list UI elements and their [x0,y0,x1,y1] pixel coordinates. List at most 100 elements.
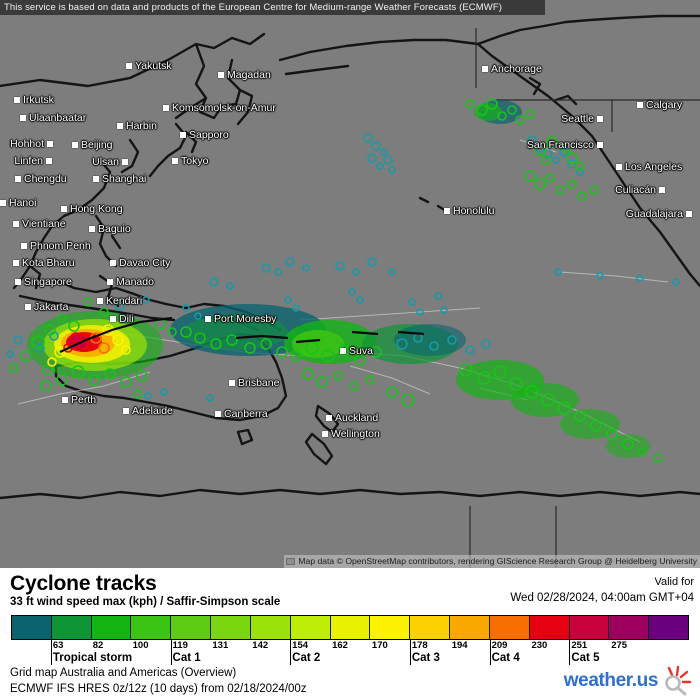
colorbar-tick-layer: 63 82 100 119 131 142 154 162 170 178 194 209 230 251… [11,640,689,666]
city-dot-icon [117,123,123,129]
colorbar-tick-label: 209 [491,640,508,651]
colorbar-tick-label: 63 [52,640,64,651]
city-label: Suva [349,345,373,357]
city-dot-icon [122,159,128,165]
city-dot-icon [15,279,21,285]
city-dot-icon [616,164,622,170]
city-label: Harbin [126,120,157,132]
city-label: San Francisco [526,139,594,151]
city-label: Adelaide [132,405,173,417]
colorbar-swatch[interactable] [51,616,92,639]
colorbar-swatch[interactable] [330,616,371,639]
colorbar-swatch[interactable] [250,616,291,639]
colorbar-tick-label: 170 [371,640,388,651]
colorbar-swatch[interactable] [211,616,251,639]
category-label: Tropical storm [52,652,133,664]
city-dot-icon [322,431,328,437]
city-label: Perth [71,394,97,406]
footer-grid-map-label: Grid map Australia and Americas (Overvie… [10,667,237,679]
city-label: Hanoi [9,197,37,209]
colorbar-swatch[interactable] [410,616,451,639]
city-dot-icon [72,142,78,148]
colorbar-tick-label: 119 [172,640,188,651]
city-dot-icon [93,176,99,182]
colorbar-swatch[interactable] [171,616,212,639]
city-label: Manado [116,276,154,288]
category-divider [409,640,411,665]
colorbar-swatch[interactable] [609,616,650,639]
city-label: Sapporo [189,129,229,141]
city-label: Baguio [98,223,131,235]
city-dot-icon [15,176,21,182]
city-dot-icon [659,187,665,193]
category-label: Cat 4 [491,652,520,664]
city-label: Culiacán [615,184,656,196]
city-label: Davao City [119,257,171,269]
city-dot-icon [0,200,6,206]
city-label: Irkutsk [23,94,54,106]
colorbar-tick-label: 162 [332,640,348,651]
colorbar-swatch[interactable] [489,616,530,639]
colorbar-swatch[interactable] [529,616,570,639]
city-dot-icon [21,243,27,249]
colorbar-swatch[interactable] [569,616,610,639]
valid-for-label: Valid for [654,576,694,588]
city-label: Jakarta [34,301,69,313]
colorbar-swatch[interactable] [12,616,52,639]
city-dot-icon [340,348,346,354]
city-dot-icon [13,221,19,227]
city-label: Tokyo [181,155,209,167]
city-dot-icon [20,115,26,121]
city-label: Komsomolsk-on-Amur [172,102,276,114]
city-dot-icon [215,411,221,417]
colorbar-swatch[interactable] [290,616,331,639]
city-label: Brisbane [238,377,280,389]
colorbar-tick-label: 275 [611,640,628,651]
city-dot-icon [61,206,67,212]
colorbar-tick-label: 142 [252,640,269,651]
category-divider [170,640,172,665]
colorbar-swatch[interactable] [649,616,689,639]
city-label: Auckland [335,412,379,424]
attribution-swatch-icon [286,558,296,565]
wind-speed-colorbar[interactable] [11,615,689,640]
city-dot-icon [107,279,113,285]
colorbar-tick-label: 100 [132,640,149,651]
footer-model-run-label: ECMWF IFS HRES 0z/12z (10 days) from 02/… [10,683,307,695]
city-dot-icon [47,141,53,147]
city-dot-icon [597,142,603,148]
city-label: Vientiane [22,218,66,230]
map-attribution-bar: Map data © OpenStreetMap contributors, r… [284,555,700,568]
city-dot-icon [110,316,116,322]
city-dot-icon [686,211,692,217]
city-label: Wellington [331,428,380,440]
city-label: Guadalajara [625,208,683,220]
map-viewport[interactable]: This service is based on data and produc… [0,0,700,568]
city-dot-icon [97,298,103,304]
colorbar-swatch[interactable] [370,616,411,639]
map-graphics-layer [0,14,700,568]
city-dot-icon [218,72,224,78]
city-label: Yakutsk [135,60,172,72]
city-label: Port Moresby [214,313,277,325]
colorbar-swatch[interactable] [450,616,490,639]
colorbar-swatch[interactable] [131,616,172,639]
city-dot-icon [163,105,169,111]
city-label: Hohhot [10,138,44,150]
colorbar-tick-label: 230 [531,640,548,651]
city-dot-icon [110,260,116,266]
city-label: Beijing [81,139,113,151]
city-dot-icon [326,415,332,421]
category-divider [569,640,571,665]
ecmwf-disclaimer-bar: This service is based on data and produc… [0,0,545,15]
city-label: Hong Kong [70,203,123,215]
colorbar-tick-label: 194 [451,640,468,651]
city-dot-icon [123,408,129,414]
weather-us-logo[interactable]: weather.us [564,666,692,696]
colorbar-swatch[interactable] [91,616,132,639]
city-label: Ulsan [92,156,119,168]
city-label: Singapore [24,276,72,288]
sun-magnifier-icon [665,666,692,696]
city-dot-icon [89,226,95,232]
